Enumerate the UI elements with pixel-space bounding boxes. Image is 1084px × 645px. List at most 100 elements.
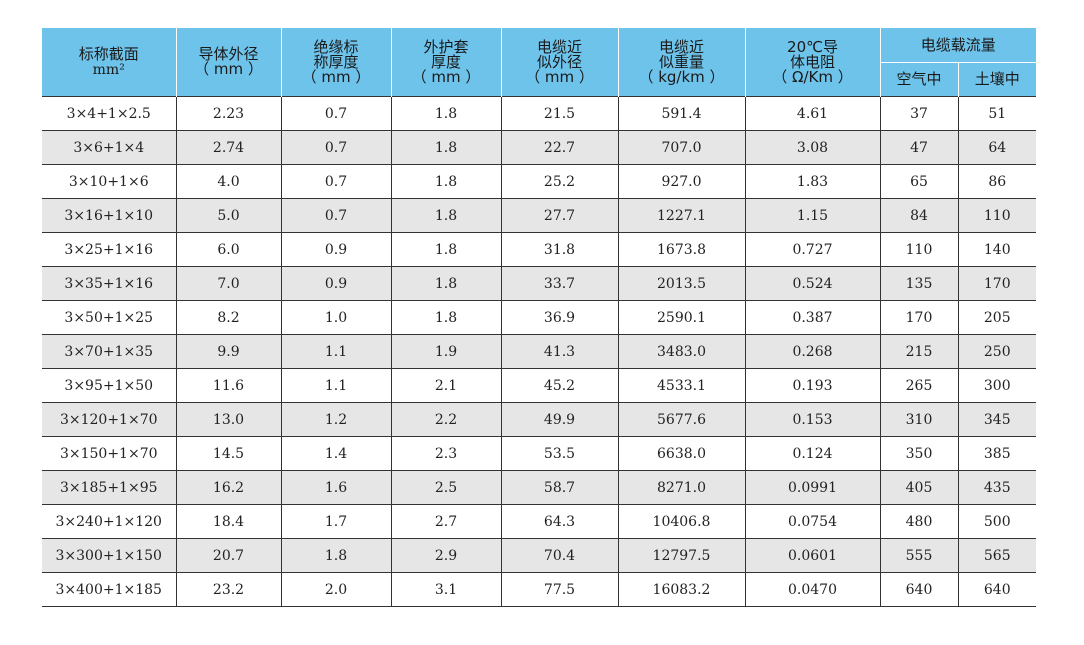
cell-conductor-diameter: 23.2 (175, 572, 281, 607)
cell-conductor-diameter: 2.23 (175, 96, 281, 131)
header-sheath-thickness-line1: 外护套 (423, 37, 469, 56)
cell-nominal-section: 3×25+1×16 (42, 232, 176, 267)
cell-cable-weight: 4533.1 (617, 368, 745, 403)
header-conductor-resistance: 20℃导 体电阻 （ Ω/Km ） (744, 28, 881, 97)
header-cable-weight-unit: （ kg/km ） (638, 67, 725, 86)
cell-nominal-section: 3×95+1×50 (42, 368, 176, 403)
cell-nominal-section: 3×6+1×4 (42, 130, 176, 165)
cell-capacity-air: 135 (879, 266, 958, 301)
cell-capacity-air: 37 (879, 96, 958, 131)
cell-nominal-section: 3×10+1×6 (42, 164, 176, 199)
cell-conductor-diameter: 7.0 (175, 266, 281, 301)
cell-conductor-diameter: 18.4 (175, 504, 281, 539)
header-in-soil: 土壤中 (957, 62, 1037, 97)
cell-cable-weight: 5677.6 (617, 402, 745, 437)
cell-conductor-diameter: 16.2 (175, 470, 281, 505)
header-cable-diameter-unit: （ mm ） (525, 67, 594, 86)
table-row: 3×50+1×25 8.2 1.0 1.8 36.9 2590.1 0.387 170 205 (42, 300, 1037, 335)
cell-capacity-soil: 51 (957, 96, 1037, 131)
cell-conductor-resistance: 0.0601 (744, 538, 880, 573)
cell-cable-diameter: 27.7 (500, 198, 618, 233)
table-row: 3×35+1×16 7.0 0.9 1.8 33.7 2013.5 0.524 135 170 (42, 266, 1037, 301)
header-cable-diameter-line2: 似外径 (536, 52, 582, 71)
cell-sheath-thickness: 2.2 (390, 402, 501, 437)
cell-capacity-air: 84 (879, 198, 958, 233)
table-row: 3×150+1×70 14.5 1.4 2.3 53.5 6638.0 0.124 350 38… (42, 436, 1037, 471)
header-cable-weight: 电缆近 似重量 （ kg/km ） (617, 28, 746, 97)
cell-capacity-air: 170 (879, 300, 958, 335)
cell-cable-diameter: 70.4 (500, 538, 618, 573)
header-conductor-diameter-label: 导体外径 (198, 45, 259, 63)
cell-sheath-thickness: 1.8 (390, 130, 501, 165)
cell-capacity-air: 555 (879, 538, 958, 573)
cell-sheath-thickness: 2.5 (390, 470, 501, 505)
cell-insulation-thickness: 0.9 (280, 266, 391, 301)
cell-conductor-diameter: 14.5 (175, 436, 281, 471)
cell-nominal-section: 3×70+1×35 (42, 334, 176, 369)
cell-cable-diameter: 64.3 (500, 504, 618, 539)
cell-conductor-diameter: 11.6 (175, 368, 281, 403)
header-cable-diameter-line1: 电缆近 (536, 37, 582, 56)
cell-cable-weight: 591.4 (617, 96, 745, 131)
cell-capacity-air: 310 (879, 402, 958, 437)
cell-cable-diameter: 22.7 (500, 130, 618, 165)
cell-conductor-diameter: 2.74 (175, 130, 281, 165)
cell-nominal-section: 3×120+1×70 (42, 402, 176, 437)
cell-sheath-thickness: 2.3 (390, 436, 501, 471)
cell-capacity-soil: 640 (957, 572, 1037, 607)
header-conductor-resistance-line1: 20℃导 (787, 37, 838, 56)
cell-nominal-section: 3×300+1×150 (42, 538, 176, 573)
cell-conductor-resistance: 1.15 (744, 198, 880, 233)
header-conductor-diameter-unit: （ mm ） (194, 60, 263, 78)
cell-conductor-resistance: 0.153 (744, 402, 880, 437)
header-cable-weight-line1: 电缆近 (658, 37, 704, 56)
cell-sheath-thickness: 1.8 (390, 300, 501, 335)
cell-cable-diameter: 33.7 (500, 266, 618, 301)
cell-capacity-air: 65 (879, 164, 958, 199)
cell-cable-weight: 2590.1 (617, 300, 745, 335)
header-nominal-section: 标称截面 mm² (42, 28, 177, 97)
cell-cable-weight: 2013.5 (617, 266, 745, 301)
header-cable-weight-line2: 似重量 (658, 52, 704, 71)
header-insulation-thickness-unit: （ mm ） (301, 67, 371, 86)
table-header: 标称截面 mm² 导体外径 （ mm ） 绝缘标 称厚度 （ mm ） 外护套 … (42, 28, 1037, 97)
cell-insulation-thickness: 2.0 (280, 572, 391, 607)
cable-spec-table-container: 标称截面 mm² 导体外径 （ mm ） 绝缘标 称厚度 （ mm ） 外护套 … (42, 28, 1037, 607)
cell-cable-weight: 3483.0 (617, 334, 745, 369)
cell-insulation-thickness: 1.1 (280, 334, 391, 369)
cell-cable-weight: 12797.5 (617, 538, 745, 573)
cell-cable-diameter: 36.9 (500, 300, 618, 335)
cell-sheath-thickness: 1.9 (390, 334, 501, 369)
cell-cable-diameter: 49.9 (500, 402, 618, 437)
cell-conductor-diameter: 5.0 (175, 198, 281, 233)
cell-sheath-thickness: 1.8 (390, 96, 501, 131)
cell-capacity-soil: 250 (957, 334, 1037, 369)
cell-cable-weight: 927.0 (617, 164, 745, 199)
cell-sheath-thickness: 1.8 (390, 266, 501, 301)
cell-conductor-diameter: 9.9 (175, 334, 281, 369)
cell-conductor-diameter: 13.0 (175, 402, 281, 437)
cell-capacity-soil: 300 (957, 368, 1037, 403)
cell-cable-diameter: 45.2 (500, 368, 618, 403)
header-sheath-thickness-line2: 厚度 (430, 52, 461, 71)
cell-capacity-air: 350 (879, 436, 958, 471)
cell-cable-weight: 6638.0 (617, 436, 745, 471)
cable-spec-table: 标称截面 mm² 导体外径 （ mm ） 绝缘标 称厚度 （ mm ） 外护套 … (42, 28, 1037, 607)
cell-capacity-air: 110 (879, 232, 958, 267)
cell-sheath-thickness: 1.8 (390, 198, 501, 233)
header-conductor-resistance-line2: 体电阻 (789, 52, 835, 71)
cell-capacity-soil: 110 (957, 198, 1037, 233)
cell-capacity-soil: 345 (957, 402, 1037, 437)
table-row: 3×25+1×16 6.0 0.9 1.8 31.8 1673.8 0.727 110 140 (42, 232, 1037, 267)
cell-conductor-resistance: 3.08 (744, 130, 880, 165)
cell-conductor-resistance: 0.0991 (744, 470, 880, 505)
cell-cable-weight: 10406.8 (617, 504, 745, 539)
cell-conductor-resistance: 0.387 (744, 300, 880, 335)
cell-insulation-thickness: 1.4 (280, 436, 391, 471)
cell-cable-diameter: 77.5 (500, 572, 618, 607)
cell-nominal-section: 3×400+1×185 (42, 572, 176, 607)
cell-cable-weight: 1673.8 (617, 232, 745, 267)
cell-capacity-soil: 565 (957, 538, 1037, 573)
cell-insulation-thickness: 1.6 (280, 470, 391, 505)
cell-insulation-thickness: 1.2 (280, 402, 391, 437)
